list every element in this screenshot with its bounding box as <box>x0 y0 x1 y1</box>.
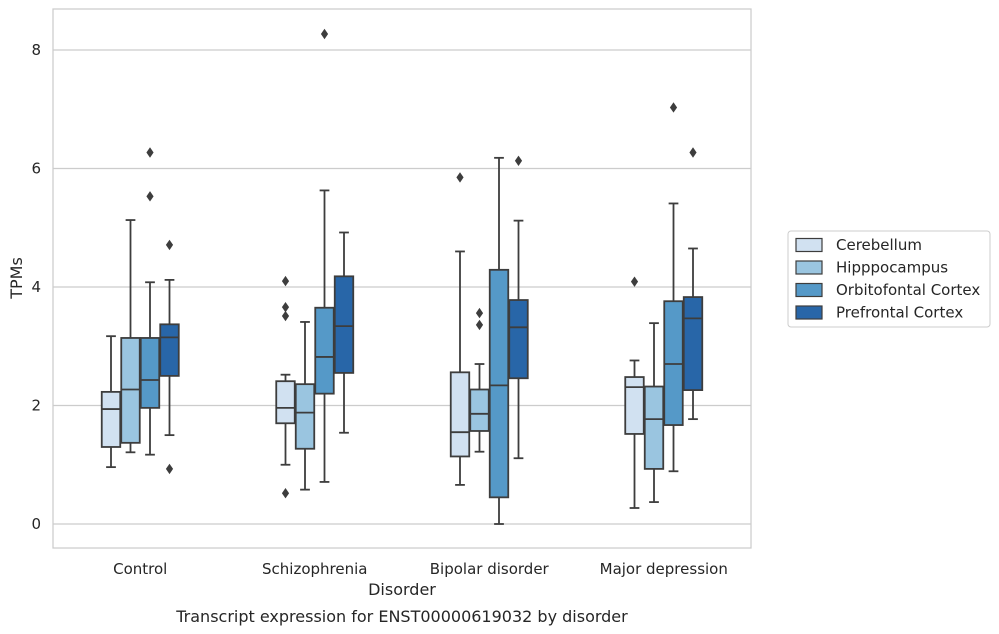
legend-label: Cerebellum <box>836 236 922 254</box>
box-group <box>469 307 490 453</box>
y-tick-label: 6 <box>31 160 41 178</box>
y-axis-ticks: 0 2 4 6 8 <box>31 41 41 533</box>
x-tick-label: Bipolar disorder <box>430 560 550 578</box>
box <box>682 296 704 391</box>
outlier-point <box>475 319 484 331</box>
box-group <box>294 321 316 491</box>
box-group <box>643 322 665 503</box>
box <box>333 275 355 374</box>
legend-swatch <box>795 260 823 275</box>
outlier-point <box>689 147 697 158</box>
legend-items: Cerebellum Hipppocampus Orbitofontal Corte… <box>795 236 980 322</box>
box-group <box>682 147 704 421</box>
y-axis-label: TPMs <box>7 257 26 300</box>
x-axis-ticks: Control Schizophrenia Bipolar disorder Majo… <box>113 560 728 578</box>
box <box>469 388 490 432</box>
box-group <box>314 28 335 483</box>
y-tick-label: 0 <box>31 515 41 533</box>
outlier-point <box>514 155 523 166</box>
outlier-point <box>281 301 290 313</box>
box <box>100 390 122 448</box>
y-tick-label: 2 <box>31 397 41 415</box>
box-group <box>100 335 122 469</box>
box-group <box>488 156 510 525</box>
outlier-point <box>456 172 464 183</box>
x-axis-label: Disorder <box>368 580 436 599</box>
plot-area-frame <box>52 8 752 549</box>
box-plot-series <box>100 28 704 525</box>
x-tick-label: Major depression <box>600 560 728 578</box>
box-group <box>139 147 161 456</box>
outlier-point <box>475 307 484 319</box>
box <box>643 385 665 470</box>
outlier-point <box>281 275 290 287</box>
box <box>314 306 335 395</box>
box <box>294 383 316 450</box>
box <box>139 337 161 409</box>
x-tick-label: Schizophrenia <box>262 560 367 578</box>
outlier-point <box>320 28 329 40</box>
outlier-point <box>165 239 174 251</box>
box <box>449 371 471 458</box>
legend-label: Orbitofontal Cortex <box>836 281 980 299</box>
box-group <box>275 275 296 499</box>
outlier-point <box>630 276 639 287</box>
legend-swatch <box>795 282 823 298</box>
legend-swatch <box>795 237 823 253</box>
box <box>275 380 296 425</box>
legend-swatch <box>795 305 823 320</box>
box-group <box>449 172 471 486</box>
legend-frame <box>787 230 991 328</box>
box-group <box>159 239 180 475</box>
legend-label: Prefrontal Cortex <box>836 304 963 322</box>
outlier-point <box>146 191 154 202</box>
outlier-point <box>146 147 154 158</box>
box <box>488 268 510 499</box>
box-group <box>624 276 645 509</box>
outlier-point <box>165 463 174 475</box>
chart-caption: Transcript expression for ENST0000061903… <box>175 607 628 626</box>
box-group <box>663 102 684 473</box>
box <box>508 299 529 380</box>
y-tick-label: 8 <box>31 41 41 59</box>
box-group <box>333 231 355 434</box>
x-tick-label: Control <box>113 560 167 578</box>
legend: Cerebellum Hipppocampus Orbitofontal Corte… <box>787 230 991 328</box>
outlier-point <box>669 102 678 113</box>
box-group <box>120 219 141 454</box>
outlier-point <box>281 310 290 322</box>
box <box>159 323 180 377</box>
y-tick-label: 4 <box>31 278 41 296</box>
box-group <box>508 155 529 460</box>
box <box>624 376 645 435</box>
outlier-point <box>281 487 290 499</box>
legend-label: Hipppocampus <box>836 259 948 277</box>
